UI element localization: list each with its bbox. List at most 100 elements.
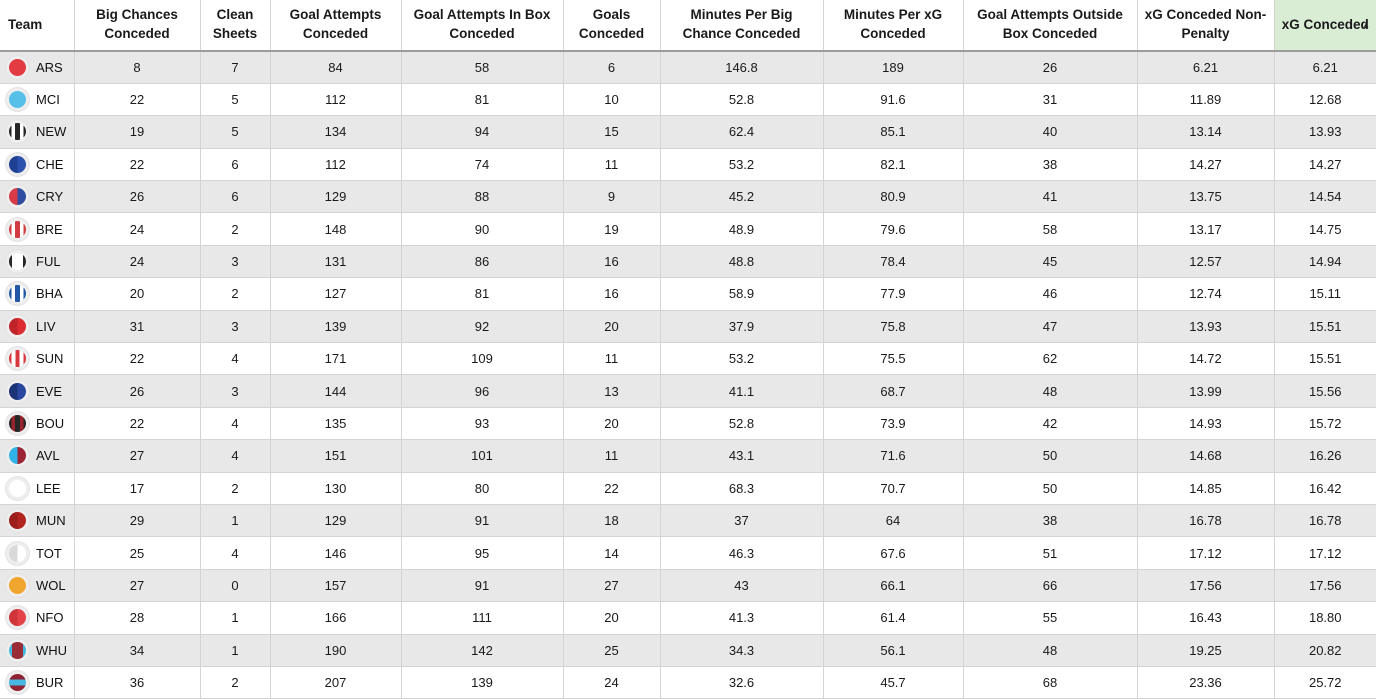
stat-cell-clean-sheets: 4 [200, 342, 271, 376]
stat-cell-goal-attempts-conceded: 151 [270, 439, 402, 473]
table-row-tot[interactable]: TOT 25 4 146 95 14 46.3 67.6 51 17.12 17.12 [0, 536, 1376, 570]
stat-cell-minutes-per-big-chance-conceded: 37 [660, 504, 824, 538]
stat-cell-xg-conceded-non-penalty: 12.57 [1137, 245, 1275, 279]
table-row-bre[interactable]: BRE 24 2 148 90 19 48.9 79.6 58 13.17 14.75 [0, 212, 1376, 246]
stat-cell-goal-attempts-in-box-conceded: 91 [401, 569, 564, 603]
table-row-bou[interactable]: BOU 22 4 135 93 20 52.8 73.9 42 14.93 15.72 [0, 407, 1376, 441]
team-cell[interactable]: ARS [0, 51, 75, 84]
team-cell[interactable]: LEE [0, 472, 75, 505]
stat-cell-goal-attempts-conceded: 148 [270, 212, 402, 246]
stat-cell-minutes-per-big-chance-conceded: 46.3 [660, 536, 824, 570]
stat-cell-goal-attempts-conceded: 144 [270, 374, 402, 408]
table-row-whu[interactable]: WHU 34 1 190 142 25 34.3 56.1 48 19.25 20.82 [0, 634, 1376, 667]
stat-cell-goal-attempts-in-box-conceded: 81 [401, 277, 564, 311]
stat-cell-big-chances-conceded: 29 [74, 504, 201, 538]
stat-cell-goal-attempts-outside-box-conceded: 66 [963, 569, 1138, 603]
stat-cell-goals-conceded: 13 [563, 374, 661, 408]
table-row-liv[interactable]: LIV 31 3 139 92 20 37.9 75.8 47 13.93 15.51 [0, 310, 1376, 344]
stat-cell-goal-attempts-outside-box-conceded: 46 [963, 277, 1138, 311]
table-row-new[interactable]: NEW 19 5 134 94 15 62.4 85.1 40 13.14 13.93 [0, 115, 1376, 149]
team-cell[interactable]: CRY [0, 180, 75, 214]
stat-cell-minutes-per-big-chance-conceded: 58.9 [660, 277, 824, 311]
team-cell[interactable]: CHE [0, 148, 75, 182]
team-cell[interactable]: AVL [0, 439, 75, 473]
stat-cell-minutes-per-big-chance-conceded: 146.8 [660, 51, 824, 84]
table-row-eve[interactable]: EVE 26 3 144 96 13 41.1 68.7 48 13.99 15.56 [0, 374, 1376, 408]
column-header-xg-conceded[interactable]: xG Conceded ▲ [1274, 0, 1376, 52]
stat-cell-minutes-per-big-chance-conceded: 52.8 [660, 83, 824, 117]
team-cell[interactable]: MUN [0, 504, 75, 538]
column-header-big-chances-conceded[interactable]: Big Chances Conceded [74, 0, 201, 52]
column-header-goals-conceded[interactable]: Goals Conceded [563, 0, 661, 52]
column-header-goal-attempts-conceded[interactable]: Goal Attempts Conceded [270, 0, 402, 52]
table-row-sun[interactable]: SUN 22 4 171 109 11 53.2 75.5 62 14.72 15.51 [0, 342, 1376, 376]
stat-cell-goal-attempts-conceded: 157 [270, 569, 402, 603]
team-cell[interactable]: FUL [0, 245, 75, 279]
stat-cell-minutes-per-big-chance-conceded: 45.2 [660, 180, 824, 214]
sort-ascending-icon: ▲ [1362, 20, 1370, 30]
team-cell[interactable]: BOU [0, 407, 75, 441]
team-cell[interactable]: WHU [0, 634, 75, 667]
table-row-mun[interactable]: MUN 29 1 129 91 18 37 64 38 16.78 16.78 [0, 504, 1376, 538]
team-label: LIV [36, 318, 56, 334]
column-header-clean-sheets[interactable]: Clean Sheets [200, 0, 271, 52]
column-header-team[interactable]: Team [0, 0, 75, 52]
team-cell-content: LEE [9, 479, 70, 497]
team-cell[interactable]: LIV [0, 310, 75, 344]
stat-cell-xg-conceded-non-penalty: 13.14 [1137, 115, 1275, 149]
team-cell[interactable]: WOL [0, 569, 75, 603]
team-label: NFO [36, 610, 64, 626]
table-row-nfo[interactable]: NFO 28 1 166 111 20 41.3 61.4 55 16.43 18.80 [0, 601, 1376, 635]
team-badge-icon [9, 91, 26, 109]
stat-cell-xg-conceded-non-penalty: 13.75 [1137, 180, 1275, 214]
stat-cell-goal-attempts-conceded: 207 [270, 666, 402, 699]
team-cell[interactable]: TOT [0, 536, 75, 570]
stat-cell-minutes-per-big-chance-conceded: 43.1 [660, 439, 824, 473]
team-cell-content: WHU [9, 641, 70, 659]
stat-cell-clean-sheets: 6 [200, 180, 271, 214]
table-row-che[interactable]: CHE 22 6 112 74 11 53.2 82.1 38 14.27 14.27 [0, 148, 1376, 182]
stat-cell-goal-attempts-outside-box-conceded: 48 [963, 634, 1138, 667]
column-header-goal-attempts-in-box-conceded[interactable]: Goal Attempts In Box Conceded [401, 0, 564, 52]
stat-cell-big-chances-conceded: 22 [74, 407, 201, 441]
column-header-minutes-per-xg-conceded[interactable]: Minutes Per xG Conceded [823, 0, 964, 52]
stat-cell-minutes-per-big-chance-conceded: 43 [660, 569, 824, 603]
stat-cell-xg-conceded-non-penalty: 6.21 [1137, 51, 1275, 84]
stat-cell-goal-attempts-in-box-conceded: 101 [401, 439, 564, 473]
table-row-mci[interactable]: MCI 22 5 112 81 10 52.8 91.6 31 11.89 12.68 [0, 83, 1376, 117]
stat-cell-minutes-per-xg-conceded: 80.9 [823, 180, 964, 214]
team-badge-icon [9, 674, 26, 692]
stat-cell-minutes-per-big-chance-conceded: 32.6 [660, 666, 824, 699]
team-cell-content: BRE [9, 220, 70, 238]
table-row-ful[interactable]: FUL 24 3 131 86 16 48.8 78.4 45 12.57 14.94 [0, 245, 1376, 279]
team-cell[interactable]: EVE [0, 374, 75, 408]
table-row-bur[interactable]: BUR 36 2 207 139 24 32.6 45.7 68 23.36 25.72 [0, 666, 1376, 699]
table-row-ars[interactable]: ARS 8 7 84 58 6 146.8 189 26 6.21 6.21 [0, 51, 1376, 84]
table-row-lee[interactable]: LEE 17 2 130 80 22 68.3 70.7 50 14.85 16.42 [0, 472, 1376, 505]
team-cell[interactable]: BHA [0, 277, 75, 311]
table-row-wol[interactable]: WOL 27 0 157 91 27 43 66.1 66 17.56 17.56 [0, 569, 1376, 603]
team-cell-content: BHA [9, 285, 70, 303]
stat-cell-xg-conceded: 16.26 [1274, 439, 1376, 473]
table-row-avl[interactable]: AVL 27 4 151 101 11 43.1 71.6 50 14.68 16.26 [0, 439, 1376, 473]
team-cell[interactable]: NFO [0, 601, 75, 635]
stat-cell-minutes-per-big-chance-conceded: 37.9 [660, 310, 824, 344]
team-cell[interactable]: NEW [0, 115, 75, 149]
stat-cell-goal-attempts-conceded: 131 [270, 245, 402, 279]
team-cell[interactable]: BRE [0, 212, 75, 246]
stat-cell-goals-conceded: 14 [563, 536, 661, 570]
column-header-goal-attempts-outside-box-conceded[interactable]: Goal Attempts Outside Box Conceded [963, 0, 1138, 52]
stat-cell-goal-attempts-in-box-conceded: 74 [401, 148, 564, 182]
team-cell[interactable]: SUN [0, 342, 75, 376]
table-row-cry[interactable]: CRY 26 6 129 88 9 45.2 80.9 41 13.75 14.54 [0, 180, 1376, 214]
stat-cell-goal-attempts-conceded: 166 [270, 601, 402, 635]
column-header-minutes-per-big-chance-conceded[interactable]: Minutes Per Big Chance Conceded [660, 0, 824, 52]
column-header-xg-conceded-non-penalty[interactable]: xG Conceded Non-Penalty [1137, 0, 1275, 52]
team-cell[interactable]: MCI [0, 83, 75, 117]
team-label: AVL [36, 448, 60, 464]
team-cell[interactable]: BUR [0, 666, 75, 699]
table-row-bha[interactable]: BHA 20 2 127 81 16 58.9 77.9 46 12.74 15.11 [0, 277, 1376, 311]
stat-cell-goal-attempts-outside-box-conceded: 38 [963, 504, 1138, 538]
stat-cell-minutes-per-big-chance-conceded: 53.2 [660, 342, 824, 376]
stat-cell-minutes-per-big-chance-conceded: 34.3 [660, 634, 824, 667]
